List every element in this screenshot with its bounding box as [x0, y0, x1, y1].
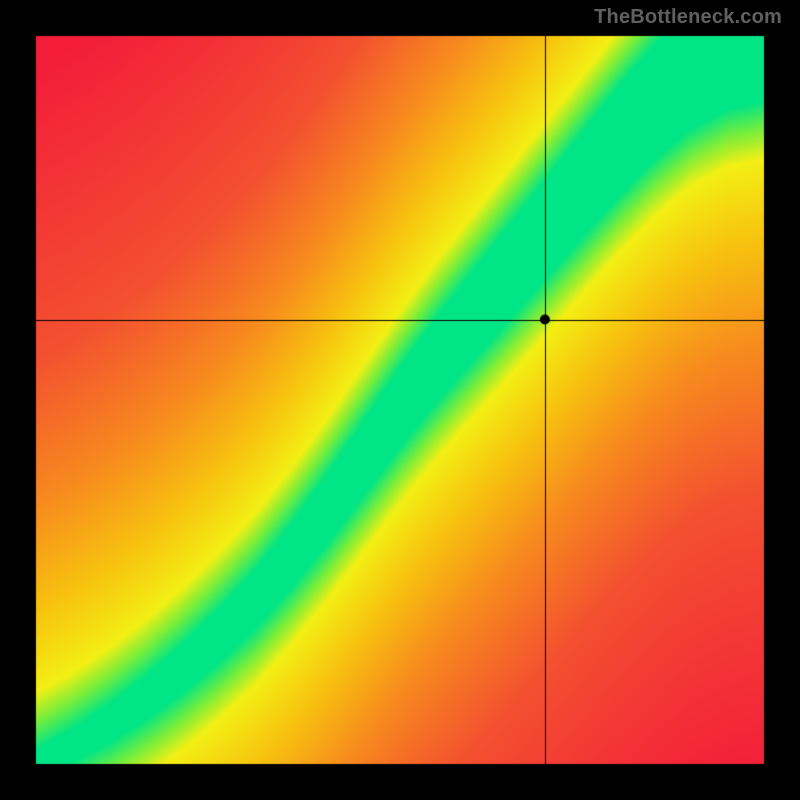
chart-container: TheBottleneck.com [0, 0, 800, 800]
watermark-text: TheBottleneck.com [594, 6, 782, 29]
bottleneck-heatmap-canvas [0, 0, 800, 800]
